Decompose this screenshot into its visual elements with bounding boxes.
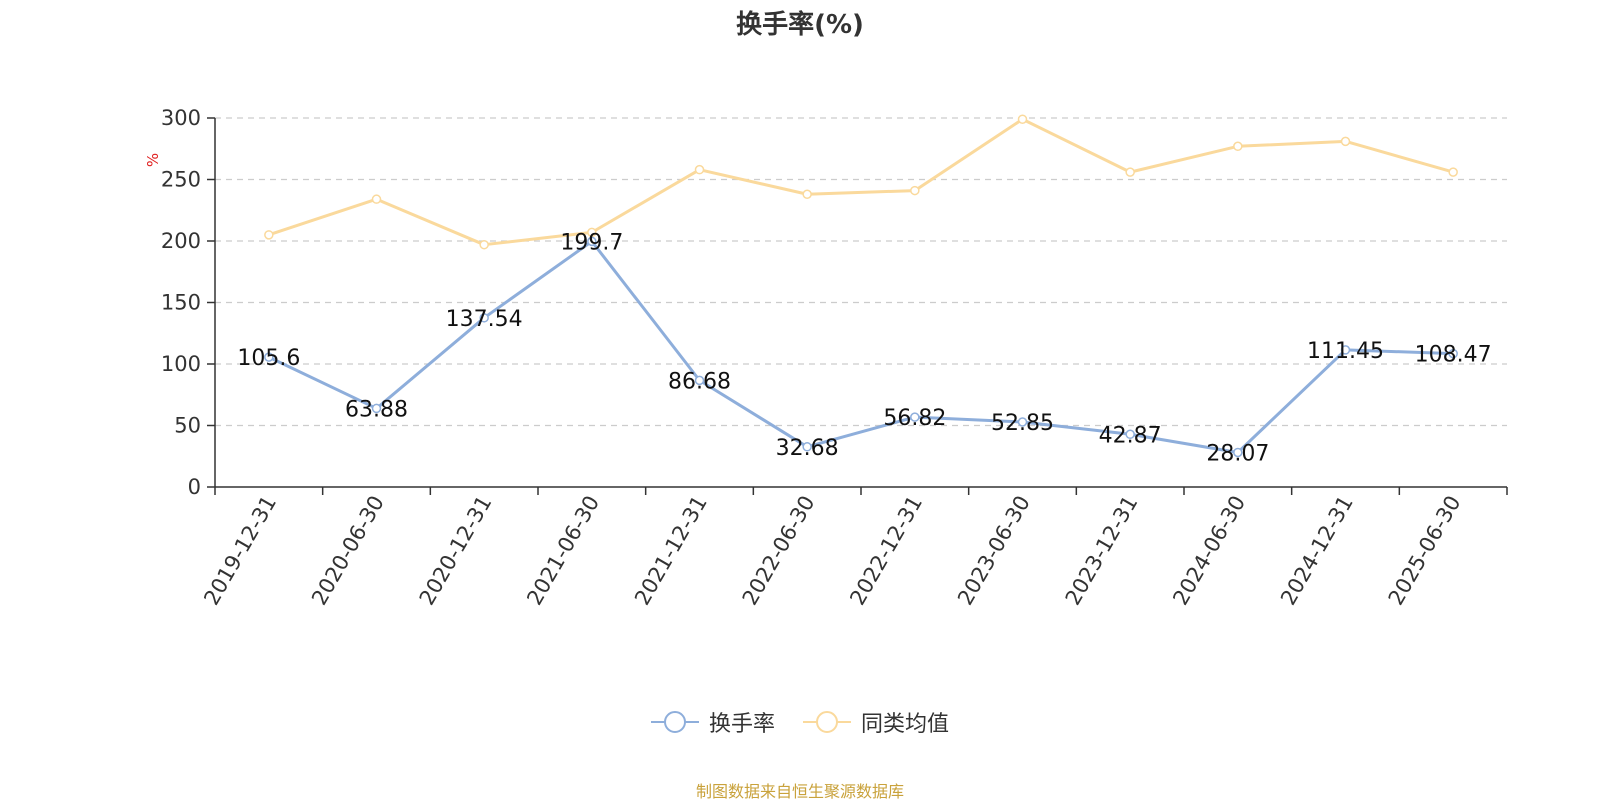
x-tick-label: 2024-06-30 [1168, 492, 1250, 610]
data-point [802, 442, 812, 452]
legend-marker-peer-average-icon [803, 711, 851, 733]
x-tick-label: 2019-12-31 [199, 492, 281, 610]
data-point [371, 194, 382, 204]
data-label: 42.87 [1099, 423, 1162, 448]
data-point [1448, 348, 1458, 359]
data-point [1017, 417, 1028, 427]
legend-label-turnover: 换手率 [708, 712, 775, 737]
data-label: 56.82 [883, 406, 946, 431]
x-tick-label: 2023-06-30 [953, 492, 1035, 610]
data-label: 28.07 [1206, 441, 1269, 466]
legend-marker-turnover-icon [650, 711, 699, 733]
axes: 0 50 100 150 200 250 300% 2019-12-31 2020-06-30 2… [144, 106, 1508, 610]
data-point [1233, 447, 1243, 458]
data-point [1233, 141, 1243, 152]
data-point [1125, 429, 1135, 440]
y-tick-label: 200 [161, 229, 201, 253]
data-label: 199.7 [560, 230, 623, 255]
x-tick-label: 2021-06-30 [522, 492, 604, 610]
data-point [479, 239, 489, 250]
data-point [694, 164, 705, 175]
chart-title: 换手率(%) [736, 10, 864, 40]
series-lines [264, 114, 1458, 458]
data-label: 52.85 [991, 411, 1054, 436]
legend-label-peer-average: 同类均值 [861, 712, 950, 737]
data-label: 137.54 [446, 307, 523, 332]
y-tick-label: 0 [188, 475, 201, 499]
x-tick-label: 2025-06-30 [1384, 492, 1466, 610]
data-source-note: 制图数据来自恒生聚源数据库 [695, 782, 904, 801]
data-label: 32.68 [776, 436, 839, 461]
data-point [587, 227, 597, 238]
data-point [264, 230, 274, 240]
data-point [587, 236, 597, 247]
legend-item-peer-average[interactable]: 同类均值 [803, 706, 949, 738]
x-tick-label: 2020-12-31 [415, 491, 497, 609]
y-tick-label: 300 [161, 106, 201, 130]
y-tick-label: 150 [161, 291, 201, 315]
data-point [371, 403, 382, 414]
x-tick-label: 2021-12-31 [630, 492, 712, 610]
data-point [264, 352, 274, 362]
data-point [1017, 114, 1028, 124]
data-label: 111.45 [1307, 339, 1384, 364]
data-point [1340, 345, 1351, 355]
x-tick-label: 2022-06-30 [738, 492, 820, 610]
x-tick-label: 2024-12-31 [1276, 492, 1358, 610]
y-tick-label: 50 [174, 414, 201, 438]
y-tick-label: 250 [161, 168, 201, 192]
x-tick-label: 2020-06-30 [307, 492, 389, 610]
y-axis-unit-label: % [144, 153, 162, 167]
x-tick-label: 2023-12-31 [1061, 492, 1143, 610]
data-point [1125, 167, 1135, 177]
series-line [268, 117, 1454, 247]
data-point [802, 189, 812, 200]
data-point [1448, 167, 1458, 177]
data-label: 86.68 [668, 369, 731, 394]
series-line [268, 239, 1454, 454]
data-point [910, 185, 920, 196]
data-label: 63.88 [345, 397, 408, 422]
legend-item-turnover[interactable]: 换手率 [650, 706, 775, 738]
y-tick-label: 100 [161, 352, 201, 376]
data-point [910, 412, 920, 422]
legend: 换手率 同类均值 [0, 706, 1600, 738]
data-label: 105.6 [237, 346, 300, 371]
data-label: 108.47 [1415, 343, 1492, 368]
data-point [479, 313, 489, 323]
data-point [694, 375, 705, 386]
x-tick-label: 2022-12-31 [845, 491, 927, 609]
data-point [1340, 136, 1351, 147]
data-labels: 105.6 63.88 137.54 199.7 86.68 32.68 56.82 52.8… [237, 230, 1491, 466]
